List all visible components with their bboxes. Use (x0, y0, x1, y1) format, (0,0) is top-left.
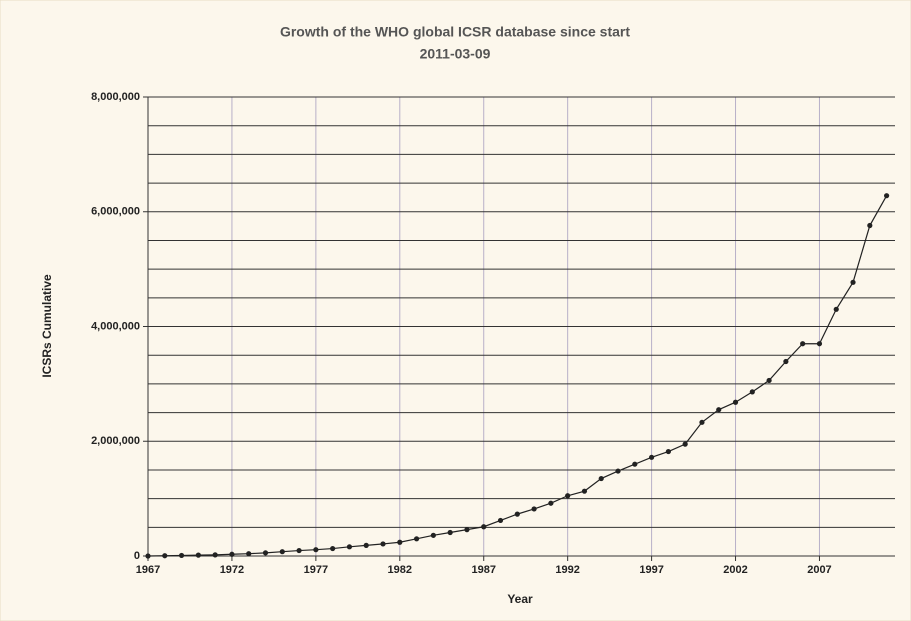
y-tick-label: 8,000,000 (91, 91, 140, 103)
point (162, 553, 168, 559)
point (783, 358, 789, 365)
y-tick-label: 6,000,000 (91, 206, 140, 218)
chart-title: Growth of the WHO global ICSR database s… (280, 24, 630, 40)
point (514, 511, 520, 517)
x-tick-label: 1992 (555, 564, 579, 576)
x-tick-label: 1977 (304, 564, 328, 576)
point (195, 552, 201, 558)
y-tick-label: 2,000,000 (91, 435, 140, 447)
point (313, 547, 319, 553)
point (867, 222, 873, 229)
point (246, 551, 252, 557)
x-axis-label: Year (507, 592, 533, 606)
point (800, 341, 806, 347)
point (615, 468, 621, 474)
point (732, 399, 739, 405)
point (598, 475, 604, 482)
point (346, 544, 353, 550)
point (145, 553, 151, 559)
point (330, 545, 336, 552)
point (632, 461, 638, 467)
y-axis-label: ICSRs Cumulative (40, 274, 54, 378)
chart-subtitle: 2011-03-09 (420, 46, 491, 62)
point (581, 488, 588, 494)
point (816, 341, 823, 347)
point (447, 529, 453, 536)
x-tick-label: 1967 (136, 564, 160, 576)
point (850, 279, 856, 285)
x-tick-label: 1987 (471, 564, 495, 576)
point (262, 550, 269, 556)
y-tick-label: 0 (134, 550, 140, 562)
point (481, 524, 487, 530)
point (884, 193, 890, 199)
point (699, 419, 705, 425)
point (363, 542, 369, 548)
point (380, 541, 386, 547)
point (665, 448, 671, 455)
point (766, 377, 772, 384)
point (178, 552, 185, 559)
point (531, 506, 537, 512)
x-tick-label: 2002 (723, 564, 747, 576)
point (279, 549, 285, 555)
x-tick-label: 2007 (807, 564, 831, 576)
point (296, 547, 302, 554)
x-tick-label: 1972 (220, 564, 244, 576)
point (430, 532, 436, 538)
point (749, 389, 755, 395)
point (548, 500, 554, 506)
point (565, 493, 571, 499)
point (716, 407, 722, 413)
point (212, 552, 218, 558)
point (682, 441, 688, 447)
point (648, 454, 655, 460)
x-tick-label: 1982 (388, 564, 412, 576)
point (397, 539, 403, 545)
point (497, 517, 504, 524)
point (413, 536, 420, 542)
point (464, 527, 470, 533)
x-tick-label: 1997 (639, 564, 663, 576)
point (833, 306, 839, 312)
y-tick-label: 4,000,000 (91, 320, 140, 332)
point (229, 551, 235, 557)
